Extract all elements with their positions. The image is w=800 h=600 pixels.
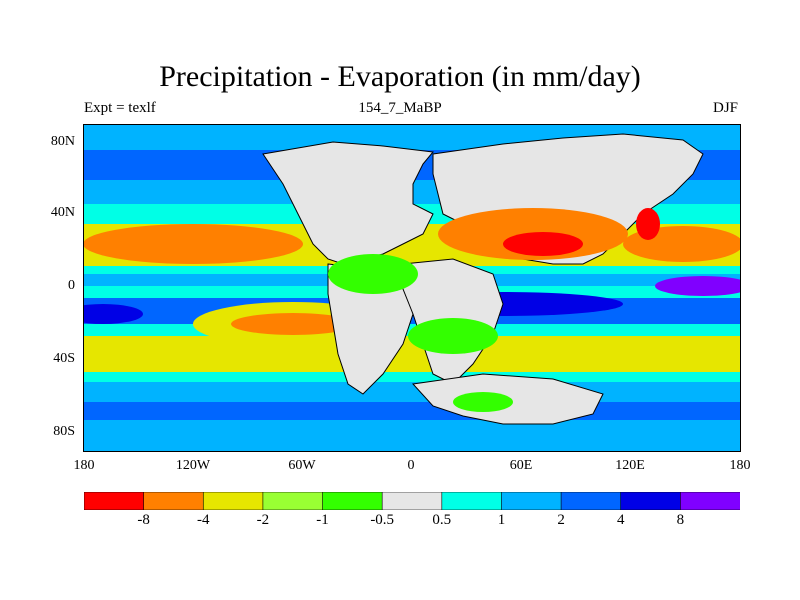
colorbar-swatch xyxy=(501,491,562,511)
run-label: 154_7_MaBP xyxy=(358,100,442,116)
lon-tick-60e: 60E xyxy=(509,458,533,473)
colorbar-swatch xyxy=(202,491,264,511)
lon-tick-120w: 120W xyxy=(175,458,211,473)
wet-land-tropics xyxy=(328,254,418,294)
lat-tick-80n: 80N xyxy=(50,134,75,149)
season-label: DJF xyxy=(712,100,738,116)
colorbar-label: 4 xyxy=(616,512,625,528)
lon-tick-0: 0 xyxy=(407,458,415,473)
colorbar-swatch xyxy=(680,491,741,511)
colorbar xyxy=(83,491,741,511)
dry-cell-np-west xyxy=(83,224,303,264)
colorbar-label: -4 xyxy=(197,512,210,528)
lat-tick-80s: 80S xyxy=(53,424,75,439)
colorbar-swatch xyxy=(560,491,622,511)
map-frame xyxy=(83,124,741,452)
colorbar-swatch xyxy=(620,491,682,511)
colorbar-label: 1 xyxy=(497,512,506,528)
colorbar-swatch xyxy=(322,491,383,511)
map-title: Precipitation - Evaporation (in mm/day) xyxy=(159,60,641,93)
colorbar-label: -2 xyxy=(256,512,270,528)
colorbar-swatch xyxy=(262,491,324,511)
transition-band-south xyxy=(83,372,741,382)
very-dry-land-east xyxy=(636,208,660,240)
colorbar-label: -0.5 xyxy=(370,512,395,528)
very-dry-land-asia xyxy=(503,232,583,256)
lat-tick-0: 0 xyxy=(68,278,75,293)
pme-map xyxy=(83,124,741,452)
wet-core-eq-west xyxy=(83,304,143,324)
colorbar-swatch xyxy=(143,491,205,511)
lat-tick-40n: 40N xyxy=(50,205,75,220)
wet-land-south-africa xyxy=(408,318,498,354)
lon-tick-180e: 180 xyxy=(729,458,751,473)
moist-land-east xyxy=(453,392,513,412)
colorbar-label: -1 xyxy=(316,512,329,528)
lon-tick-180w: 180 xyxy=(73,458,95,473)
colorbar-label: 8 xyxy=(676,512,685,528)
colorbar-label: 2 xyxy=(557,512,565,528)
experiment-label: Expt = texlf xyxy=(84,100,156,116)
storm-track-south xyxy=(83,382,741,402)
wet-band-south xyxy=(83,402,741,420)
colorbar-swatch xyxy=(83,491,145,511)
colorbar-label: -8 xyxy=(137,512,150,528)
north-america-land xyxy=(262,141,434,265)
lat-tick-40s: 40S xyxy=(53,351,75,366)
colorbar-swatch xyxy=(381,491,443,511)
lon-tick-60w: 60W xyxy=(288,458,316,473)
dry-core-sp xyxy=(231,313,355,335)
lon-tick-120e: 120E xyxy=(615,458,645,473)
polar-band-south xyxy=(83,420,741,452)
colorbar-swatch xyxy=(441,491,503,511)
colorbar-label: 0.5 xyxy=(432,512,452,528)
wet-core-eq-east xyxy=(655,276,741,296)
